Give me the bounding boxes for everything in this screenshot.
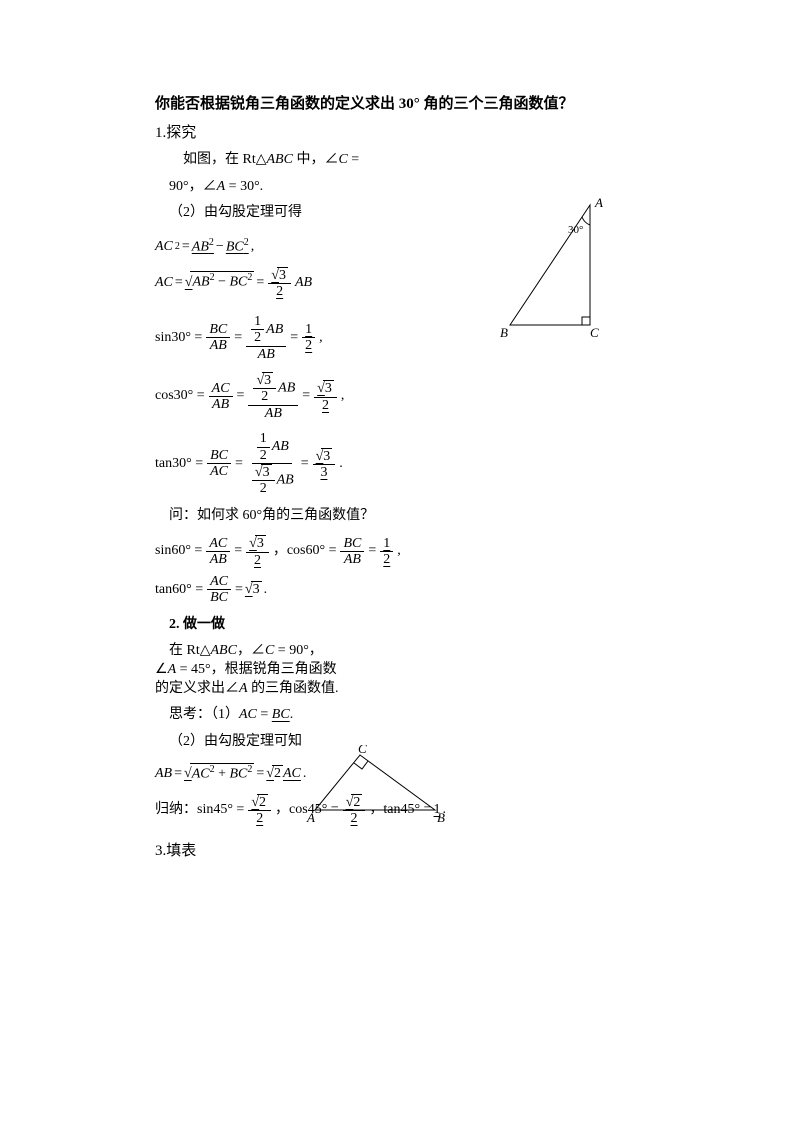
section-1: 1.探究 [155,119,704,148]
section-3: 3.填表 [155,837,704,866]
equation-tan30: tan30° = BCAC = 12AB32AB = 33. [155,431,704,497]
equation: AC = AB2 − BC2 = 32 AB [155,267,704,300]
triangle-45-diagram: C A B [305,745,455,825]
svg-text:30°: 30° [568,224,583,236]
paragraph: （2）由勾股定理可得 [155,200,704,227]
paragraph: 思考：（1）AC = BC. [155,702,704,729]
svg-text:B: B [500,325,508,340]
page-title: 你能否根据锐角三角函数的定义求出 30° 角的三个三角函数值？ [155,90,704,119]
paragraph: 90°，∠A = 30°. [155,174,704,201]
section-2: 2. 做一做 [155,612,704,639]
paragraph: 的定义求出∠A 的三角函数值. [155,676,704,703]
svg-text:A: A [594,195,603,210]
equation-60: sin60° = ACAB = 32 ，cos60° = BCAB = 12 , [155,535,704,568]
equation-cos30: cos30° = ACAB = 32ABAB = 32 , [155,372,704,421]
triangle-30-diagram: A B C 30° [490,195,620,345]
equation-tan60: tan60° = ACBC = 3. [155,574,704,606]
equation-sin30: sin30° = BCAB = 12ABAB = 12 , [155,314,704,362]
svg-text:C: C [590,325,599,340]
svg-text:C: C [358,745,367,756]
svg-text:B: B [437,810,445,825]
equation: AC2 = AB2 − BC2 , [155,233,704,261]
question: 问：如何求 60°角的三角函数值？ [155,503,704,530]
svg-text:A: A [306,810,315,825]
paragraph: 如图，在 Rt△ABC 中，∠C = [155,147,704,174]
